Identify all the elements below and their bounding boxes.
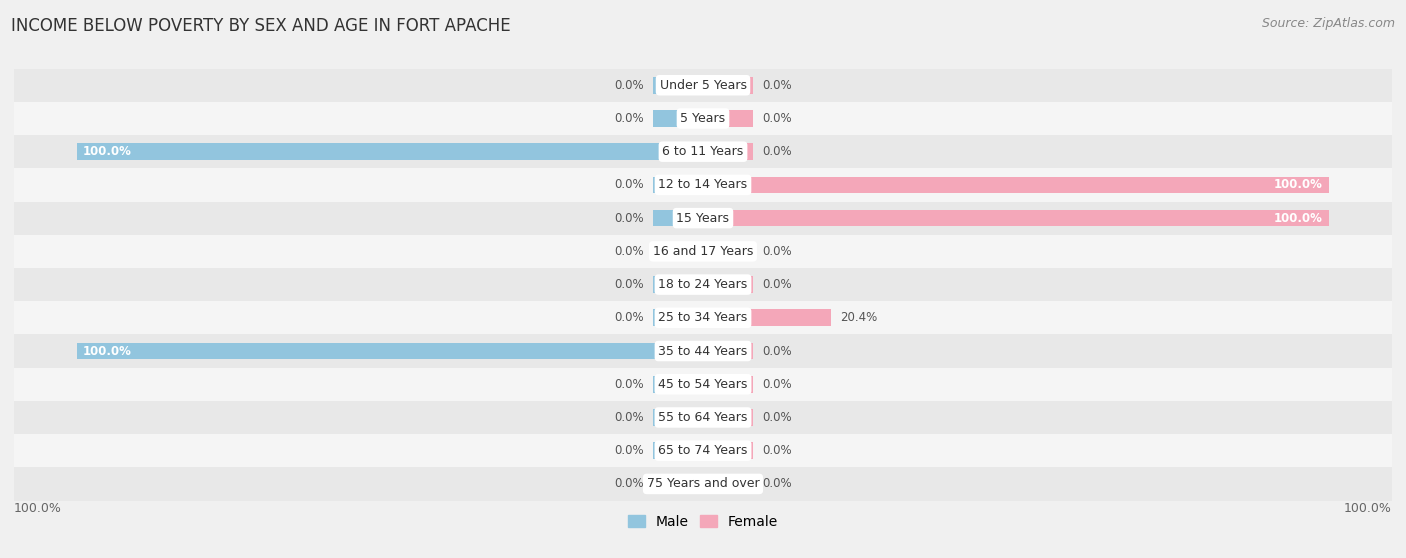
Bar: [652, 243, 703, 259]
Bar: [703, 210, 1329, 227]
Bar: [652, 176, 703, 193]
Text: 100.0%: 100.0%: [14, 502, 62, 515]
Bar: [703, 475, 754, 492]
Bar: [14, 235, 1392, 268]
Bar: [652, 409, 703, 426]
Bar: [652, 276, 703, 293]
Bar: [652, 442, 703, 459]
Bar: [14, 69, 1392, 102]
Bar: [652, 110, 703, 127]
Bar: [14, 268, 1392, 301]
Text: 35 to 44 Years: 35 to 44 Years: [658, 344, 748, 358]
Bar: [14, 401, 1392, 434]
Text: 15 Years: 15 Years: [676, 211, 730, 225]
Bar: [703, 176, 1329, 193]
Bar: [703, 110, 754, 127]
Bar: [703, 276, 754, 293]
Bar: [14, 102, 1392, 135]
Text: 0.0%: 0.0%: [762, 245, 792, 258]
Text: 0.0%: 0.0%: [614, 278, 644, 291]
Bar: [703, 343, 754, 359]
Text: 0.0%: 0.0%: [762, 112, 792, 125]
Text: 0.0%: 0.0%: [762, 478, 792, 490]
Text: 0.0%: 0.0%: [614, 478, 644, 490]
Text: 45 to 54 Years: 45 to 54 Years: [658, 378, 748, 391]
Bar: [77, 143, 703, 160]
Bar: [703, 376, 754, 393]
Text: 18 to 24 Years: 18 to 24 Years: [658, 278, 748, 291]
Text: INCOME BELOW POVERTY BY SEX AND AGE IN FORT APACHE: INCOME BELOW POVERTY BY SEX AND AGE IN F…: [11, 17, 510, 35]
Text: 100.0%: 100.0%: [83, 344, 132, 358]
Bar: [703, 143, 754, 160]
Text: 16 and 17 Years: 16 and 17 Years: [652, 245, 754, 258]
Text: 0.0%: 0.0%: [614, 378, 644, 391]
Bar: [703, 77, 754, 94]
Text: 5 Years: 5 Years: [681, 112, 725, 125]
Text: 0.0%: 0.0%: [762, 79, 792, 92]
Text: 6 to 11 Years: 6 to 11 Years: [662, 145, 744, 158]
Text: 100.0%: 100.0%: [1274, 179, 1323, 191]
Bar: [652, 376, 703, 393]
Text: 0.0%: 0.0%: [762, 344, 792, 358]
Bar: [14, 334, 1392, 368]
Text: 0.0%: 0.0%: [614, 311, 644, 324]
Text: 0.0%: 0.0%: [614, 245, 644, 258]
Bar: [14, 169, 1392, 201]
Bar: [652, 310, 703, 326]
Bar: [77, 343, 703, 359]
Text: 0.0%: 0.0%: [614, 112, 644, 125]
Text: 0.0%: 0.0%: [762, 378, 792, 391]
Text: 100.0%: 100.0%: [1274, 211, 1323, 225]
Bar: [14, 467, 1392, 501]
Text: 0.0%: 0.0%: [762, 278, 792, 291]
Legend: Male, Female: Male, Female: [623, 509, 783, 535]
Text: 0.0%: 0.0%: [614, 411, 644, 424]
Bar: [652, 210, 703, 227]
Text: 0.0%: 0.0%: [614, 444, 644, 457]
Text: 12 to 14 Years: 12 to 14 Years: [658, 179, 748, 191]
Text: 0.0%: 0.0%: [762, 145, 792, 158]
Bar: [703, 310, 831, 326]
Text: 25 to 34 Years: 25 to 34 Years: [658, 311, 748, 324]
Bar: [703, 409, 754, 426]
Text: 55 to 64 Years: 55 to 64 Years: [658, 411, 748, 424]
Text: 20.4%: 20.4%: [841, 311, 877, 324]
Text: Under 5 Years: Under 5 Years: [659, 79, 747, 92]
Text: 75 Years and over: 75 Years and over: [647, 478, 759, 490]
Bar: [14, 201, 1392, 235]
Bar: [703, 442, 754, 459]
Text: 0.0%: 0.0%: [614, 79, 644, 92]
Text: 0.0%: 0.0%: [614, 211, 644, 225]
Text: 0.0%: 0.0%: [762, 411, 792, 424]
Text: 65 to 74 Years: 65 to 74 Years: [658, 444, 748, 457]
Bar: [14, 135, 1392, 169]
Bar: [652, 77, 703, 94]
Bar: [703, 243, 754, 259]
Text: 0.0%: 0.0%: [762, 444, 792, 457]
Text: 0.0%: 0.0%: [614, 179, 644, 191]
Text: 100.0%: 100.0%: [83, 145, 132, 158]
Text: Source: ZipAtlas.com: Source: ZipAtlas.com: [1261, 17, 1395, 30]
Bar: [14, 368, 1392, 401]
Bar: [14, 301, 1392, 334]
Bar: [14, 434, 1392, 467]
Text: 100.0%: 100.0%: [1344, 502, 1392, 515]
Bar: [652, 475, 703, 492]
